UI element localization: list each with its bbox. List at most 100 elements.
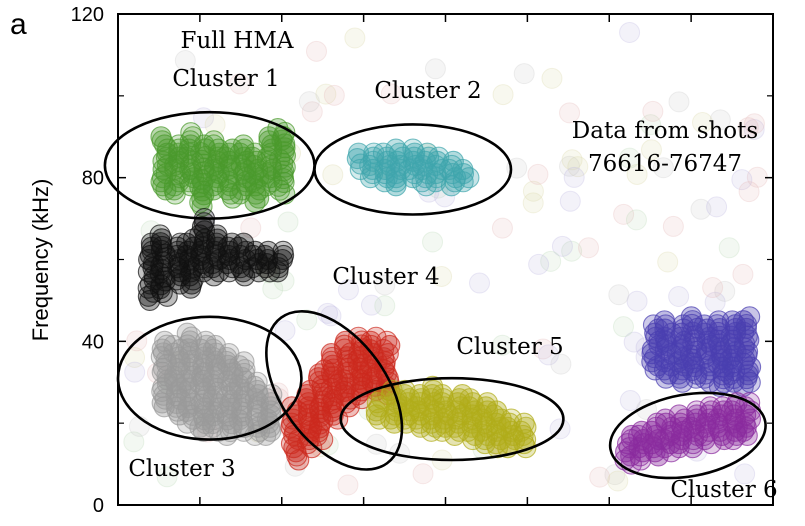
haze-marker	[657, 251, 679, 273]
series-1-point	[274, 133, 296, 155]
haze-marker	[619, 390, 641, 412]
cluster-2-label: Cluster 2	[374, 78, 481, 104]
haze-marker	[743, 113, 765, 135]
haze-marker	[337, 279, 359, 301]
haze-marker	[522, 180, 544, 202]
series-2-point	[374, 171, 396, 193]
haze-marker	[690, 198, 712, 220]
y-tick-label: 40	[82, 331, 104, 353]
series-3-point	[272, 240, 294, 262]
haze-marker	[469, 272, 491, 294]
haze-marker	[662, 215, 684, 237]
haze-marker	[704, 291, 726, 313]
haze-marker	[668, 285, 690, 307]
haze-marker	[537, 344, 559, 366]
haze-marker	[541, 67, 563, 89]
haze-marker	[706, 196, 728, 218]
series-6-point	[458, 396, 480, 418]
series-4-point	[216, 346, 238, 369]
data-points	[137, 118, 762, 475]
haze-marker	[619, 147, 641, 169]
axis-ticks	[118, 13, 773, 506]
series-1-point	[245, 183, 267, 205]
haze-marker	[262, 278, 284, 300]
series-1-point	[232, 134, 254, 156]
y-tick-label: 0	[93, 495, 104, 517]
cluster-2-ellipse	[313, 123, 513, 216]
haze-marker	[528, 253, 550, 275]
haze-marker	[691, 112, 713, 134]
haze-marker	[550, 353, 572, 375]
series-4-point	[202, 338, 224, 360]
haze-marker	[709, 109, 731, 131]
series-1-point	[273, 160, 295, 182]
haze-marker	[559, 190, 581, 212]
series-7-point	[732, 310, 754, 332]
series-3-point	[149, 224, 171, 246]
haze-marker	[123, 431, 145, 453]
haze-marker	[422, 231, 444, 253]
haze-marker	[640, 139, 662, 161]
annotation-data-from: Data from shots	[572, 118, 758, 144]
series-3-point	[254, 244, 276, 266]
haze-marker	[626, 163, 648, 185]
y-tick-labels: 0 40 80 120	[71, 4, 104, 517]
cluster-6-label: Cluster 6	[670, 477, 777, 503]
series-1-point	[203, 130, 225, 152]
haze-marker	[589, 466, 611, 488]
haze-marker	[374, 295, 396, 317]
haze-marker	[360, 294, 382, 316]
haze-marker	[731, 169, 753, 191]
haze-marker	[513, 63, 535, 85]
haze-marker	[412, 463, 434, 485]
series-5-point	[376, 330, 398, 352]
series-3-point	[228, 253, 250, 275]
cluster-4-label: Cluster 4	[332, 264, 439, 290]
haze-marker	[322, 164, 344, 186]
haze-marker	[491, 217, 513, 239]
series-4-point	[156, 334, 178, 356]
haze-marker	[296, 309, 318, 331]
haze-marker	[323, 84, 345, 106]
haze-marker	[604, 464, 626, 486]
haze-marker	[156, 466, 178, 488]
haze-marker	[274, 320, 296, 342]
haze-marker	[561, 240, 583, 262]
haze-marker	[424, 58, 446, 80]
series-1-point	[180, 122, 202, 144]
haze-marker	[718, 237, 740, 259]
haze-marker	[732, 263, 754, 285]
haze-marker	[298, 91, 320, 113]
haze-marker	[380, 83, 402, 105]
haze-marker	[623, 331, 645, 353]
haze-marker	[344, 27, 366, 49]
haze-marker	[738, 181, 760, 203]
haze-marker	[532, 338, 554, 360]
y-tick-label: 120	[71, 4, 104, 26]
haze-marker	[640, 114, 662, 136]
series-6-point	[476, 392, 498, 414]
series-5-point	[372, 338, 395, 361]
series-8-point	[722, 412, 744, 434]
series-1-point	[272, 152, 294, 174]
haze-marker	[174, 50, 196, 72]
haze-marker	[563, 166, 585, 188]
haze-marker	[301, 101, 323, 123]
haze-marker	[431, 265, 453, 287]
cluster-1-label: Cluster 1	[172, 66, 279, 92]
y-tick-label: 80	[82, 168, 104, 190]
annotation-shots: 76616-76747	[588, 151, 742, 177]
series-1-point	[274, 121, 296, 143]
series-7-point	[680, 306, 702, 328]
series-7-point	[739, 306, 761, 328]
haze-marker	[561, 149, 583, 171]
series-8-point	[653, 437, 676, 459]
series-2-point	[452, 171, 474, 193]
cluster-ellipses	[103, 110, 767, 480]
haze-marker	[305, 40, 327, 62]
series-7-point	[721, 310, 743, 332]
series-4-point	[222, 374, 244, 396]
haze-marker	[567, 156, 589, 178]
series-3-point	[169, 232, 191, 254]
series-1-point	[243, 163, 265, 185]
